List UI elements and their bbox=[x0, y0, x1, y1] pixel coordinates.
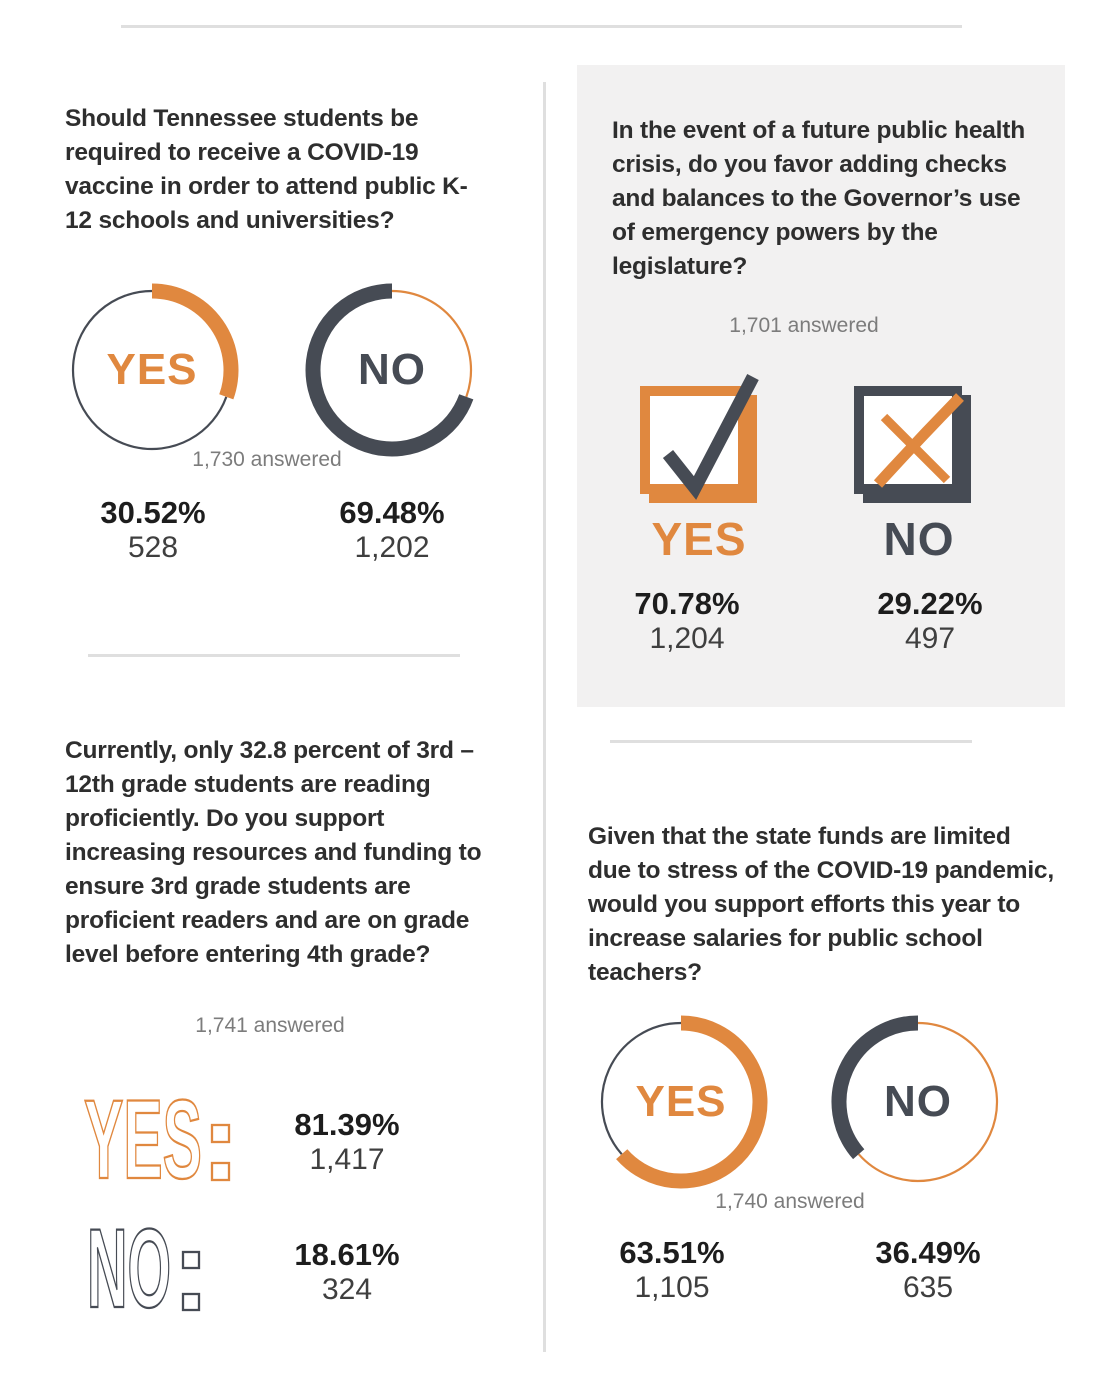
donut-yes-arc-icon bbox=[71, 283, 239, 451]
stat-salary-no: 36.49% 635 bbox=[843, 1236, 1013, 1304]
outline-yes-word: YES bbox=[83, 1094, 231, 1194]
checkbox-crossed-no-icon bbox=[854, 386, 971, 503]
donut-chart-vaccine-no: NO bbox=[297, 275, 487, 465]
question-teacher-salaries: Given that the state funds are limited d… bbox=[588, 823, 1054, 986]
stat-salary-yes: 63.51% 1,105 bbox=[587, 1236, 757, 1304]
stat-percent: 81.39% bbox=[294, 1107, 400, 1142]
stat-percent: 70.78% bbox=[634, 586, 740, 621]
donut-yes-arc-icon bbox=[600, 1015, 768, 1189]
stat-vaccine-yes: 30.52% 528 bbox=[68, 496, 238, 564]
answered-count: 1,730 answered bbox=[192, 448, 342, 471]
donut-chart-salary-yes: YES bbox=[586, 1007, 776, 1197]
stat-vaccine-no: 69.48% 1,202 bbox=[307, 496, 477, 564]
donut-yes-label: YES bbox=[106, 345, 198, 394]
donut-yes-label: YES bbox=[635, 1077, 727, 1126]
left-section-divider bbox=[88, 654, 460, 657]
stat-percent: 30.52% bbox=[100, 495, 206, 530]
stat-count: 528 bbox=[127, 531, 179, 564]
column-divider bbox=[543, 82, 546, 1352]
stat-count: 1,204 bbox=[649, 622, 725, 655]
top-divider bbox=[121, 25, 962, 28]
stat-count: 324 bbox=[321, 1273, 373, 1306]
checkbox-checked-yes-icon bbox=[640, 373, 759, 503]
outline-no-word: NO bbox=[86, 1222, 201, 1322]
stat-percent: 29.22% bbox=[877, 586, 983, 621]
question-reading-proficiency: Currently, only 32.8 percent of 3rd – 12… bbox=[65, 737, 482, 968]
stat-count: 1,202 bbox=[354, 531, 430, 564]
question-emergency-powers: In the event of a future public health c… bbox=[612, 117, 1026, 280]
stat-percent: 63.51% bbox=[619, 1235, 725, 1270]
stat-count: 497 bbox=[904, 622, 956, 655]
svg-text:NO: NO bbox=[87, 1222, 171, 1322]
right-section-divider bbox=[610, 740, 972, 743]
stat-powers-no: 29.22% 497 bbox=[845, 587, 1015, 655]
donut-no-label: NO bbox=[358, 345, 426, 394]
stat-count: 1,105 bbox=[634, 1271, 710, 1304]
stat-powers-yes: 70.78% 1,204 bbox=[602, 587, 772, 655]
stat-count: 635 bbox=[902, 1271, 954, 1304]
stat-reading-yes: 81.39% 1,417 bbox=[262, 1108, 432, 1176]
donut-no-label: NO bbox=[884, 1077, 952, 1126]
checkbox-no-label: NO bbox=[883, 513, 955, 565]
svg-text:YES: YES bbox=[84, 1094, 202, 1194]
stat-percent: 36.49% bbox=[875, 1235, 981, 1270]
donut-no-arc-icon bbox=[305, 283, 474, 457]
answered-count: 1,741 answered bbox=[195, 1014, 345, 1037]
checkbox-yes-label: YES bbox=[651, 513, 747, 565]
answered-count: 1,701 answered bbox=[729, 314, 879, 337]
stat-reading-no: 18.61% 324 bbox=[262, 1238, 432, 1306]
question-vaccine-mandate: Should Tennessee students be required to… bbox=[65, 105, 468, 234]
donut-chart-salary-no: NO bbox=[823, 1007, 1013, 1197]
donut-no-arc-icon bbox=[831, 1015, 999, 1183]
donut-chart-vaccine-yes: YES bbox=[57, 275, 247, 465]
stat-percent: 18.61% bbox=[294, 1237, 400, 1272]
answered-count: 1,740 answered bbox=[715, 1190, 865, 1213]
stat-count: 1,417 bbox=[309, 1143, 385, 1176]
stat-percent: 69.48% bbox=[339, 495, 445, 530]
